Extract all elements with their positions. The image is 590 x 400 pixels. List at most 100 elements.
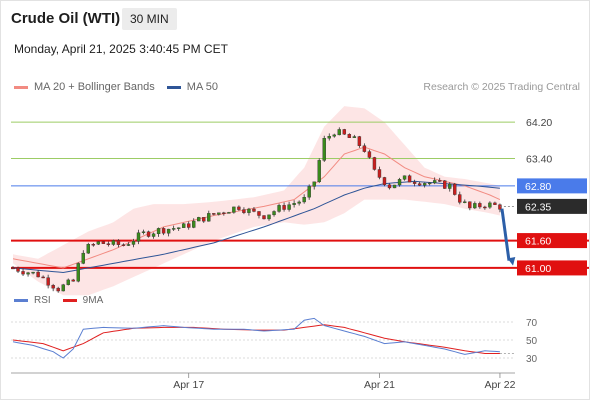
candle-body: [101, 241, 106, 244]
candle-body: [202, 217, 206, 222]
candle-body: [282, 205, 286, 210]
candle-body: [232, 206, 236, 213]
timestamp: Monday, April 21, 2025 3:40:45 PM CET: [14, 42, 228, 56]
candle-body: [56, 287, 60, 292]
current-price-label: 62.35: [525, 201, 551, 213]
candle-body: [252, 208, 256, 212]
candle-body: [327, 136, 331, 139]
level-label: 64.20: [526, 117, 552, 129]
candle-body: [407, 175, 412, 183]
candle-body: [106, 243, 111, 245]
candle-body: [16, 267, 20, 272]
candle-body: [156, 228, 161, 235]
candle-body: [448, 183, 452, 189]
candle-body: [222, 212, 226, 214]
legend-rsi-label: RSI: [34, 295, 51, 306]
candle-body: [26, 272, 30, 275]
legend-9ma: 9MA: [62, 295, 104, 306]
candle-body: [362, 145, 367, 152]
candle-body: [377, 169, 382, 178]
candle-body: [463, 201, 467, 203]
legend-rsi: RSI: [14, 295, 51, 306]
candle-body: [31, 271, 35, 274]
candle-body: [287, 204, 291, 210]
candle-body: [297, 201, 301, 204]
candle-body: [488, 202, 492, 208]
candle-body: [141, 231, 146, 233]
candle-body: [86, 244, 91, 254]
rsi-legend: RSI 9MA: [14, 295, 115, 306]
candle-body: [192, 220, 196, 228]
x-tick-label: Apr 22: [484, 379, 515, 391]
candle-body: [237, 206, 241, 210]
candle-body: [317, 160, 321, 183]
candle-body: [422, 183, 427, 186]
current-price-tag: [517, 198, 587, 214]
candle-body: [126, 244, 131, 246]
candle-body: [116, 240, 121, 245]
candle-body: [61, 284, 65, 292]
instrument-title: Crude Oil (WTI): [11, 10, 121, 27]
candle-body: [11, 267, 15, 270]
candle-body: [262, 215, 266, 220]
candle-body: [478, 203, 482, 208]
candle-body: [217, 212, 221, 215]
rsi-line: [12, 317, 500, 359]
candle-body: [382, 177, 387, 185]
legend-ma50: MA 50: [166, 81, 218, 93]
candle-body: [66, 279, 70, 285]
level-tag: [517, 178, 587, 194]
rsi-tick-label: 50: [526, 336, 538, 347]
level-tag-label: 61.00: [525, 263, 551, 275]
candle-body: [176, 227, 181, 229]
candle-body: [146, 231, 151, 237]
candle-body: [312, 181, 316, 187]
ma20-line: [12, 146, 501, 269]
candles-group: [11, 127, 502, 293]
credit-text: Research © 2025 Trading Central: [423, 81, 580, 93]
candle-body: [427, 182, 432, 185]
candle-body: [417, 183, 422, 186]
candle-body: [247, 208, 251, 213]
forecast-arrow: [500, 208, 511, 261]
candle-body: [181, 223, 186, 228]
candle-body: [292, 203, 296, 205]
legend-ma20-label: MA 20 + Bollinger Bands: [34, 81, 155, 93]
candle-body: [498, 204, 502, 210]
candle-body: [402, 175, 407, 180]
candle-body: [302, 197, 306, 203]
candle-body: [392, 184, 397, 189]
candle-body: [151, 233, 156, 237]
candle-body: [277, 205, 281, 212]
timeframe-badge[interactable]: 30 MIN: [122, 8, 177, 30]
candle-body: [81, 252, 85, 264]
candle-body: [438, 180, 442, 182]
candle-body: [41, 276, 45, 279]
candle-body: [483, 206, 487, 209]
9ma-swatch: [62, 299, 77, 302]
bollinger-band: [13, 106, 500, 296]
candle-body: [397, 179, 402, 186]
level-tag-label: 62.80: [525, 181, 551, 193]
candle-body: [186, 223, 191, 228]
candle-body: [412, 181, 417, 184]
candle-body: [468, 201, 472, 209]
candle-body: [131, 241, 136, 245]
candle-body: [161, 228, 166, 234]
level-tag: [517, 260, 587, 276]
forecast-arrowhead: [507, 256, 516, 266]
candle-body: [322, 138, 326, 161]
candle-body: [71, 279, 75, 282]
ma20-swatch: [14, 85, 28, 89]
candle-body: [458, 194, 462, 203]
candle-body: [432, 180, 437, 184]
candle-body: [227, 212, 231, 214]
candle-body: [372, 157, 377, 170]
candle-body: [96, 241, 101, 245]
rsi-swatch: [14, 299, 28, 302]
candle-body: [197, 217, 201, 222]
candle-body: [272, 211, 276, 216]
level-tag-label: 61.60: [525, 236, 551, 248]
legend-9ma-label: 9MA: [82, 295, 104, 306]
